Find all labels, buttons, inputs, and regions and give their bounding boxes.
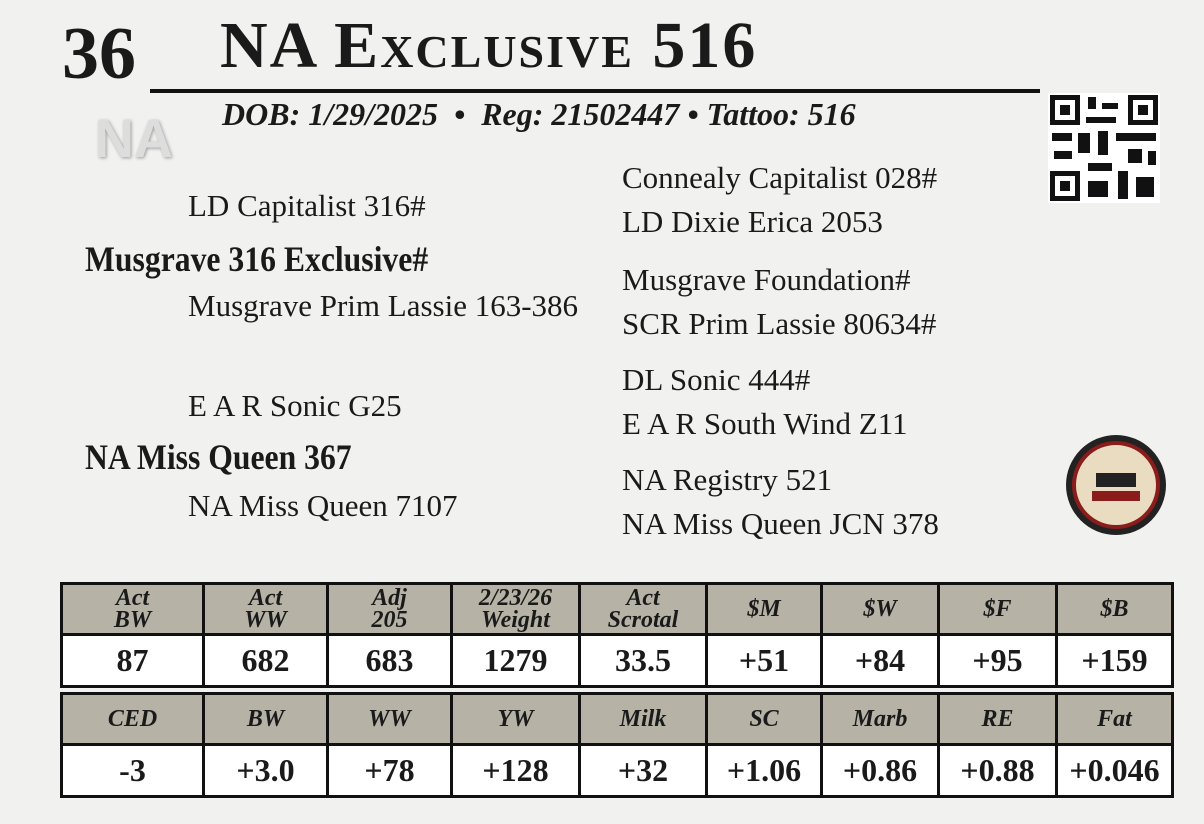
cell-value: +95 <box>937 633 1058 688</box>
column-header: $B <box>1055 582 1174 636</box>
header-row: Act BW Act WW Adj 205 2/23/26 Weight Act Scrotal $… <box>60 582 1174 636</box>
grand-parent: DL Sonic 444# <box>622 362 811 397</box>
header-line: RE <box>981 706 1014 732</box>
reg: Reg: 21502447 <box>481 96 680 132</box>
header-line: 2/23/26 <box>478 585 553 611</box>
column-header: WW <box>326 692 453 746</box>
grand-parent: LD Dixie Erica 2053 <box>622 204 883 239</box>
value-row: 87 682 683 1279 33.5 +51 +84 +95 +159 <box>60 633 1174 688</box>
header-line: CED <box>107 706 158 732</box>
column-header: $M <box>705 582 823 636</box>
header-line: SC <box>749 706 779 732</box>
epd-table: CED BW WW YW Milk SC Marb RE Fat -3 +3.0 +78 +128 +32… <box>60 692 1174 798</box>
column-header: Act BW <box>60 582 205 636</box>
header-line: Act <box>626 585 660 611</box>
cell-value: 1279 <box>450 633 581 688</box>
header-line: BW <box>246 706 285 732</box>
grand-parent: Musgrave Foundation# <box>622 262 911 297</box>
header-line: Act <box>115 585 150 611</box>
logo: NA <box>95 109 173 169</box>
header-line: Milk <box>619 706 667 732</box>
cell-value: +84 <box>820 633 940 688</box>
header-line: WW <box>368 706 411 732</box>
epd-table: Act BW Act WW Adj 205 2/23/26 Weight Act Scrotal $… <box>60 582 1174 688</box>
cell-value: 33.5 <box>578 633 708 688</box>
column-header: YW <box>450 692 581 746</box>
dam-sire: E A R Sonic G25 <box>188 388 402 423</box>
header-line: $B <box>1100 596 1129 622</box>
column-header: $F <box>937 582 1058 636</box>
header-line: Marb <box>852 706 908 732</box>
header-line: YW <box>497 706 534 732</box>
header-line: Fat <box>1097 706 1132 732</box>
header-line: $W <box>863 596 897 622</box>
header-line: Scrotal <box>607 607 679 633</box>
column-header: RE <box>937 692 1058 746</box>
sire-dam: Musgrave Prim Lassie 163-386 <box>188 288 579 323</box>
column-header: Milk <box>578 692 708 746</box>
dam: NA Miss Queen 367 <box>85 437 352 477</box>
column-header: Marb <box>820 692 940 746</box>
lot-number: 36 <box>62 13 136 95</box>
cell-value: +128 <box>450 743 581 798</box>
info-line: DOB: 1/29/2025 • Reg: 21502447 • Tattoo:… <box>222 96 856 132</box>
cell-value: +3.0 <box>202 743 329 798</box>
cell-value: 683 <box>326 633 453 688</box>
dam-dam: NA Miss Queen 7107 <box>188 488 458 523</box>
sire-sire: LD Capitalist 316# <box>188 188 426 223</box>
header-line: Adj <box>372 585 407 611</box>
cell-value: +0.86 <box>820 743 940 798</box>
column-header: 2/23/26 Weight <box>450 582 581 636</box>
cell-value: +1.06 <box>705 743 823 798</box>
column-header: $W <box>820 582 940 636</box>
cell-value: +0.046 <box>1055 743 1174 798</box>
header-line: WW <box>244 607 287 633</box>
cell-value: +51 <box>705 633 823 688</box>
column-header: Fat <box>1055 692 1174 746</box>
grand-parent: E A R South Wind Z11 <box>622 406 908 441</box>
column-header: Act Scrotal <box>578 582 708 636</box>
grand-parent: NA Registry 521 <box>622 462 833 497</box>
dob: DOB: 1/29/2025 <box>222 96 438 132</box>
tattoo: Tattoo: 516 <box>706 96 856 132</box>
header-line: $M <box>747 596 781 622</box>
value-row: -3 +3.0 +78 +128 +32 +1.06 +0.86 +0.88 +0.046 <box>60 743 1174 798</box>
grand-parent: SCR Prim Lassie 80634# <box>622 306 937 341</box>
header-line: 205 <box>371 607 408 633</box>
cell-value: 87 <box>60 633 205 688</box>
cell-value: +78 <box>326 743 453 798</box>
column-header: Act WW <box>202 582 329 636</box>
animal-name: NA Exclusive 516 <box>220 9 758 82</box>
cell-value: +32 <box>578 743 708 798</box>
grand-parent: NA Miss Queen JCN 378 <box>622 506 939 541</box>
cell-value: 682 <box>202 633 329 688</box>
sire: Musgrave 316 Exclusive# <box>85 239 429 279</box>
header-line: BW <box>113 607 152 633</box>
cell-value: +159 <box>1055 633 1174 688</box>
qr-code <box>1048 93 1160 203</box>
cell-value: +0.88 <box>937 743 1058 798</box>
cell-value: -3 <box>60 743 205 798</box>
column-header: CED <box>60 692 205 746</box>
header-line: Weight <box>481 607 550 633</box>
header-line: $F <box>983 596 1012 622</box>
header-line: Act <box>248 585 283 611</box>
header-row: CED BW WW YW Milk SC Marb RE Fat <box>60 692 1174 746</box>
seal <box>1066 435 1166 535</box>
rule <box>150 89 1040 93</box>
column-header: SC <box>705 692 823 746</box>
column-header: BW <box>202 692 329 746</box>
column-header: Adj 205 <box>326 582 453 636</box>
grand-parent: Connealy Capitalist 028# <box>622 160 938 195</box>
